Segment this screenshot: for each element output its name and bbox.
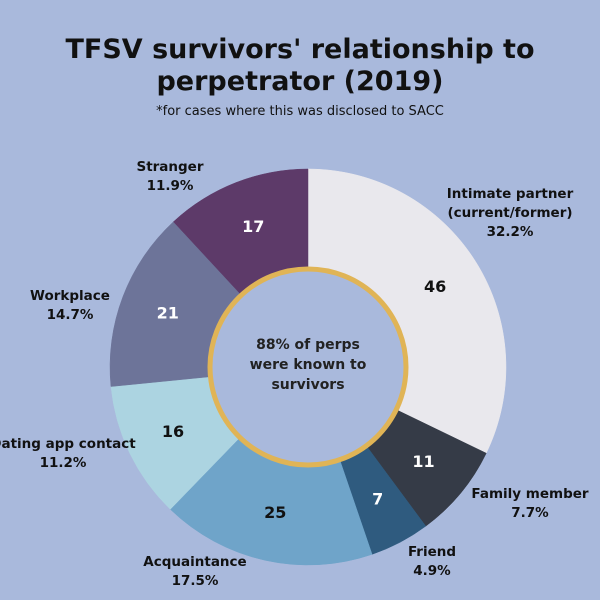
- category-label: Friend 4.9%: [357, 543, 507, 581]
- percent-label: 32.2%: [486, 224, 534, 240]
- percent-label: 7.7%: [511, 505, 549, 521]
- category-label: Acquaintance 17.5%: [120, 553, 270, 591]
- category-name: Intimate partner (current/former): [446, 186, 574, 221]
- value-label: 46: [424, 277, 446, 296]
- value-label: 11: [412, 452, 434, 471]
- category-label: Family member 7.7%: [455, 485, 600, 523]
- center-ring: [207, 266, 409, 468]
- value-label: 21: [157, 303, 179, 322]
- value-label: 25: [264, 503, 286, 522]
- percent-label: 14.7%: [46, 307, 94, 323]
- category-label: Dating app contact 11.2%: [0, 435, 138, 473]
- percent-label: 11.9%: [146, 178, 194, 194]
- percent-label: 4.9%: [413, 563, 451, 579]
- percent-label: 17.5%: [171, 573, 219, 589]
- category-name: Dating app contact: [0, 436, 136, 452]
- category-name: Stranger: [136, 159, 204, 175]
- chart-title: TFSV survivors' relationship to perpetra…: [65, 34, 535, 97]
- percent-label: 11.2%: [39, 455, 87, 471]
- center-text: 88% of perps were known to survivors: [249, 337, 367, 393]
- category-name: Acquaintance: [143, 554, 247, 570]
- category-name: Workplace: [30, 288, 110, 304]
- value-label: 16: [162, 422, 184, 441]
- category-name: Family member: [471, 486, 589, 502]
- value-label: 17: [242, 217, 264, 236]
- chart-subtitle: *for cases where this was disclosed to S…: [156, 104, 444, 119]
- category-name: Friend: [407, 544, 457, 560]
- value-label: 7: [372, 489, 383, 508]
- category-label: Stranger 11.9%: [95, 158, 245, 196]
- category-label: Intimate partner (current/former) 32.2%: [435, 185, 585, 242]
- category-label: Workplace 14.7%: [0, 287, 145, 325]
